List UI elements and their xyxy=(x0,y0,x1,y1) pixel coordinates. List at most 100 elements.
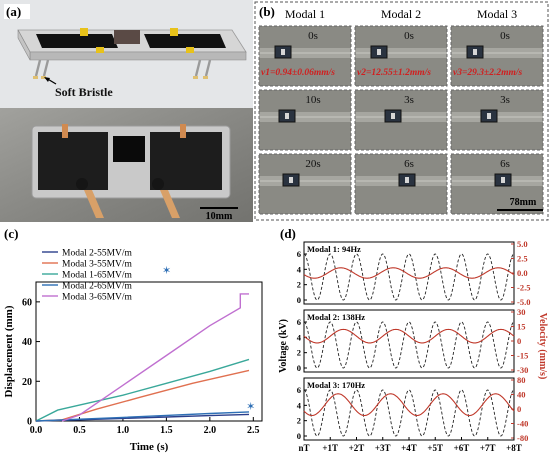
left-tick-label: 0 xyxy=(297,295,301,305)
right-tick-label: 5.0 xyxy=(517,239,528,249)
soft-bristles xyxy=(34,59,212,77)
subplot-title: Modal 1: 94Hz xyxy=(307,244,361,254)
pzt-patch-left xyxy=(36,34,118,48)
frame-time-label: 3s xyxy=(404,94,414,106)
legend-entry: Modal 1-65MV/m xyxy=(62,271,133,281)
frame-time-label: 0s xyxy=(308,30,318,42)
x-tick-label: 0.0 xyxy=(30,425,43,436)
right-tick-label: 15 xyxy=(517,322,526,332)
electrode xyxy=(186,47,194,53)
center-mass xyxy=(114,30,140,44)
video-frame: 0s v3=29.3±2.2mm/s xyxy=(450,25,544,87)
legend-entry: Modal 3-65MV/m xyxy=(62,293,133,303)
left-tick-label: 6 xyxy=(297,317,301,327)
x-tick-label: +2T xyxy=(349,443,365,453)
right-tick-label: -80 xyxy=(517,433,528,443)
pzt-patch-right xyxy=(144,34,226,48)
right-tick-label: -40 xyxy=(517,419,528,429)
x-tick-label: 2.0 xyxy=(204,425,217,436)
panel-c: (c) 0.0 0.5 1.0 1.5 2.0 2.5 0 20 40 60 Time (s) Dis… xyxy=(0,224,276,456)
subplot-title: Modal 2: 138Hz xyxy=(307,312,365,322)
left-tick-label: 6 xyxy=(297,249,301,259)
x-tick-label: +8T xyxy=(506,443,522,453)
device-frame-side xyxy=(29,51,247,61)
right-tick-label: 0 xyxy=(517,404,521,414)
frame-time-label: 3s xyxy=(500,94,510,106)
photo-bristle xyxy=(152,178,164,190)
video-frame: 10s xyxy=(258,89,352,151)
photo-wire xyxy=(84,190,104,218)
plot-area xyxy=(35,281,263,422)
video-frame: 0s v2=12.55±1.2mm/s xyxy=(354,25,448,87)
x-tick-label: +5T xyxy=(427,443,443,453)
video-frame: 3s xyxy=(450,89,544,151)
photo-pzt-left xyxy=(38,132,108,190)
video-frame: 0s v1=0.94±0.06mm/s xyxy=(258,25,352,87)
panel-d-label: (d) xyxy=(280,226,296,241)
left-axis-label: Voltage (kV) xyxy=(278,319,289,373)
video-frame: 6s xyxy=(450,153,544,215)
x-tick-label: +1T xyxy=(322,443,338,453)
series-line xyxy=(35,358,250,422)
left-tick-label: 0 xyxy=(297,431,301,441)
y-tick-label: 40 xyxy=(22,337,32,348)
y-tick-label: 0 xyxy=(27,417,32,428)
electrode xyxy=(170,28,178,36)
series-line xyxy=(35,411,250,422)
right-tick-label: 40 xyxy=(517,390,526,400)
legend-marker: ✶ xyxy=(162,265,171,277)
scale-bar-label: 10mm xyxy=(206,211,233,222)
voltage-line xyxy=(303,253,515,301)
photo-center xyxy=(113,136,145,162)
panel-b-label: (b) xyxy=(259,4,275,19)
panel-a-label: (a) xyxy=(6,4,21,19)
x-tick-label: 0.5 xyxy=(73,425,86,436)
frame-time-label: 0s xyxy=(500,30,510,42)
video-frame: 3s xyxy=(354,89,448,151)
panel-a: Soft Bristle 10mm (a) xyxy=(0,0,253,222)
frame-time-label: 10s xyxy=(305,94,320,106)
voltage-line xyxy=(303,321,515,369)
x-tick-label: +4T xyxy=(401,443,417,453)
device-frame-end xyxy=(17,29,31,61)
x-tick-label: 1.5 xyxy=(160,425,173,436)
arrow-head xyxy=(44,77,50,82)
panel-b: (b) Modal 1 Modal 2 Modal 3 0s v1=0.94±0.06… xyxy=(253,0,550,222)
panel-d: (d) Modal 1: 94Hz 0 2 4 6 5.0 2.5 0.0 -2.5 -5.0 Mo… xyxy=(276,224,550,456)
subplot-title: Modal 3: 170Hz xyxy=(307,380,365,390)
right-tick-label: 0 xyxy=(517,336,521,346)
right-tick-label: -2.5 xyxy=(517,283,530,293)
displacement-chart: (c) 0.0 0.5 1.0 1.5 2.0 2.5 0 20 40 60 Time (s) Dis… xyxy=(3,226,263,453)
soft-bristle-label: Soft Bristle xyxy=(55,85,113,99)
x-axis-label: Time (s) xyxy=(130,441,169,453)
left-tick-label: 4 xyxy=(297,400,302,410)
velocity-line xyxy=(303,393,515,417)
right-tick-label: 2.5 xyxy=(517,254,528,264)
velocity-label: v1=0.94±0.06mm/s xyxy=(261,68,335,78)
voltage-velocity-chart: (d) Modal 1: 94Hz 0 2 4 6 5.0 2.5 0.0 -2.5 -5.0 Mo… xyxy=(278,226,548,453)
panel-c-label: (c) xyxy=(4,226,18,241)
x-tick-label: 2.5 xyxy=(247,425,260,436)
bristle-tips xyxy=(33,76,208,79)
left-tick-label: 6 xyxy=(297,385,301,395)
frame-time-label: 6s xyxy=(404,158,414,170)
x-tick-label: +6T xyxy=(454,443,470,453)
velocity-line xyxy=(303,328,515,344)
photo-wire xyxy=(160,190,180,218)
y-tick-label: 60 xyxy=(22,297,32,308)
photo-bristle xyxy=(76,178,88,190)
left-tick-label: 4 xyxy=(297,332,302,342)
right-tick-label: -15 xyxy=(517,351,528,361)
left-tick-label: 4 xyxy=(297,264,302,274)
y-axis-label: Displacement (mm) xyxy=(3,305,15,397)
modal-column-header: Modal 2 xyxy=(381,7,421,21)
electrode xyxy=(80,28,88,36)
right-tick-label: 80 xyxy=(517,375,526,385)
frame-time-label: 6s xyxy=(500,158,510,170)
velocity-label: v3=29.3±2.2mm/s xyxy=(453,68,523,78)
end-marker: ✶ xyxy=(246,401,255,413)
video-frame: 20s xyxy=(258,153,352,215)
modal-column-header: Modal 1 xyxy=(285,7,325,21)
left-tick-label: 2 xyxy=(297,416,301,426)
electrode xyxy=(96,47,104,53)
